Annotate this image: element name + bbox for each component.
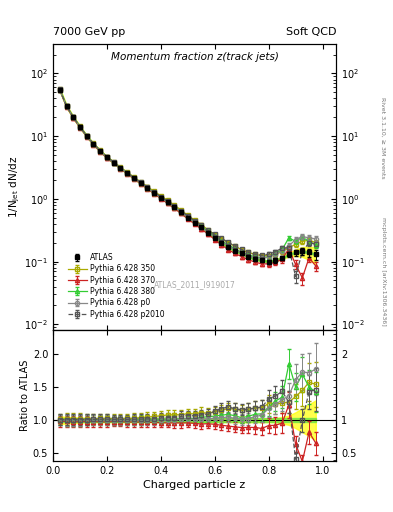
Y-axis label: Ratio to ATLAS: Ratio to ATLAS: [20, 360, 30, 431]
Legend: ATLAS, Pythia 6.428 350, Pythia 6.428 370, Pythia 6.428 380, Pythia 6.428 p0, Py: ATLAS, Pythia 6.428 350, Pythia 6.428 37…: [65, 251, 167, 321]
Text: Soft QCD: Soft QCD: [286, 27, 336, 37]
Y-axis label: 1/N$_\mathregular{jet}$ dN/dz: 1/N$_\mathregular{jet}$ dN/dz: [7, 156, 22, 218]
Text: ATLAS_2011_I919017: ATLAS_2011_I919017: [154, 280, 235, 289]
Text: Momentum fraction z(track jets): Momentum fraction z(track jets): [110, 52, 279, 62]
Text: 7000 GeV pp: 7000 GeV pp: [53, 27, 125, 37]
Text: mcplots.cern.ch [arXiv:1306.3436]: mcplots.cern.ch [arXiv:1306.3436]: [381, 217, 386, 326]
X-axis label: Charged particle z: Charged particle z: [143, 480, 246, 490]
Text: Rivet 3.1.10, ≥ 3M events: Rivet 3.1.10, ≥ 3M events: [381, 97, 386, 179]
